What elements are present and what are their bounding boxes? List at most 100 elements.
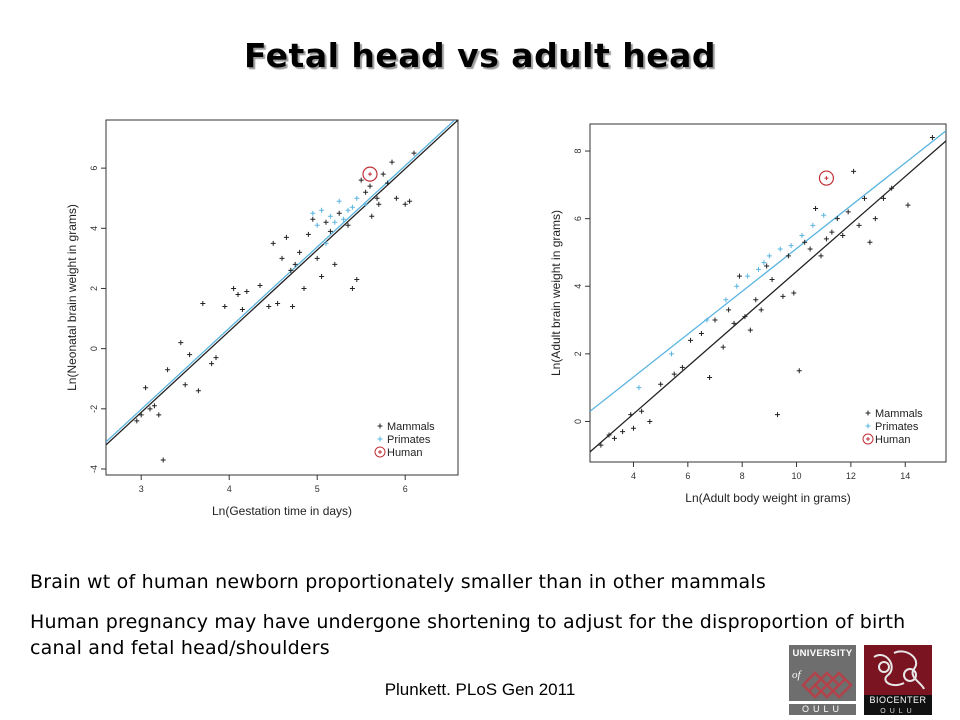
- mammals-point: [671, 371, 677, 377]
- mammals-point: [332, 261, 338, 267]
- mammals-point: [222, 304, 228, 310]
- primates-point: [755, 266, 761, 272]
- mammals-point: [688, 337, 694, 343]
- mammals-point: [802, 239, 808, 245]
- y-tick-label: 0: [573, 419, 583, 424]
- body-weight-plot-svg: 4 6 8 10 12 14 0 2 4 6 8 Ln(Adult body weight in gr…: [549, 123, 947, 505]
- mammals-point: [658, 381, 664, 387]
- mammals-point: [598, 442, 604, 448]
- mammals-point: [323, 219, 329, 225]
- mammals-point: [292, 261, 298, 267]
- oulu-logo-top-text: UNIVERSITY: [792, 648, 853, 659]
- mammals-point: [314, 255, 320, 261]
- y-tick-label: 0: [89, 346, 99, 351]
- y-tick-label: 2: [89, 286, 99, 291]
- human-point: [362, 166, 378, 182]
- mammals-point: [611, 435, 617, 441]
- mammals-point: [747, 327, 753, 333]
- primates-fit-line: [590, 130, 946, 412]
- mammals-point: [363, 189, 369, 195]
- mammals-point: [266, 304, 272, 310]
- mammals-point: [235, 291, 241, 297]
- primates-point: [319, 207, 325, 213]
- primates-point: [810, 222, 816, 228]
- primates-point: [723, 297, 729, 303]
- primates-point: [636, 385, 642, 391]
- y-tick-label: 4: [573, 284, 583, 289]
- primates-fit-line: [106, 120, 456, 443]
- y-axis-label: Ln(Neonatal brain weight in grams): [65, 204, 79, 391]
- mammals-point: [239, 307, 245, 313]
- plot-area: [590, 130, 946, 453]
- mammals-point: [319, 273, 325, 279]
- mammals-point: [407, 198, 413, 204]
- legend-label-primates: Primates: [387, 434, 431, 446]
- primates-point: [745, 273, 751, 279]
- y-tick-label: 6: [573, 216, 583, 221]
- mammals-point: [160, 457, 166, 463]
- primates-point: [310, 210, 316, 216]
- oulu-pattern-icon: [789, 671, 856, 704]
- primates-point: [734, 283, 740, 289]
- mammals-point: [845, 209, 851, 215]
- mammals-point: [823, 236, 829, 242]
- mammals-point: [647, 418, 653, 424]
- legend-human-marker: [374, 446, 386, 458]
- mammals-point: [336, 210, 342, 216]
- y-axis-label: Ln(Adult brain weight in grams): [549, 210, 563, 376]
- mammals-point: [698, 331, 704, 337]
- human-point: [818, 170, 835, 186]
- legend-human-plus: [866, 437, 870, 441]
- plot-area: [106, 120, 458, 463]
- primates-point: [669, 351, 675, 357]
- mammals-point: [354, 276, 360, 282]
- mammals-point: [138, 412, 144, 418]
- y-tick-label: 8: [573, 149, 583, 154]
- mammals-point: [187, 352, 193, 358]
- mammals-point: [785, 253, 791, 259]
- mammals-point: [402, 201, 408, 207]
- legend-human-plus: [378, 450, 382, 454]
- x-tick-label: 6: [403, 484, 408, 494]
- primates-point: [799, 233, 805, 239]
- mammals-point: [231, 285, 237, 291]
- mammals-point: [807, 246, 813, 252]
- legend-label-human: Human: [387, 447, 422, 459]
- mammals-point: [270, 240, 276, 246]
- y-tick-label: 6: [89, 166, 99, 171]
- mammals-point: [606, 432, 612, 438]
- mammals-point: [374, 195, 380, 201]
- mammals-point: [389, 159, 395, 165]
- mammals-point: [385, 180, 391, 186]
- mammals-point: [301, 285, 307, 291]
- x-tick-label: 5: [315, 484, 320, 494]
- mammals-point: [213, 355, 219, 361]
- mammals-point: [147, 406, 153, 412]
- x-axis-label: Ln(Adult body weight in grams): [685, 491, 850, 505]
- primates-point: [323, 240, 329, 246]
- mammals-point: [769, 276, 775, 282]
- plot-frame: [589, 123, 947, 463]
- primates-point: [332, 219, 338, 225]
- x-tick-label: 4: [227, 484, 232, 494]
- mammals-point: [726, 307, 732, 313]
- mammals-point: [639, 408, 645, 414]
- mammals-point: [209, 361, 215, 367]
- primates-point: [349, 204, 355, 210]
- primates-point: [345, 207, 351, 213]
- x-tick-label: 10: [792, 471, 802, 481]
- mammals-point: [929, 135, 935, 141]
- mammals-point: [200, 301, 206, 307]
- mammals-point: [753, 297, 759, 303]
- mammals-point: [134, 418, 140, 424]
- primates-point: [341, 216, 347, 222]
- y-tick-label: -4: [89, 465, 99, 473]
- mammals-point: [358, 177, 364, 183]
- mammals-point: [630, 425, 636, 431]
- oulu-logo-mid-text: of: [792, 669, 801, 681]
- mammals-point: [775, 412, 781, 418]
- mammals-point: [257, 282, 263, 288]
- mammals-point: [712, 317, 718, 323]
- mammals-point: [628, 412, 634, 418]
